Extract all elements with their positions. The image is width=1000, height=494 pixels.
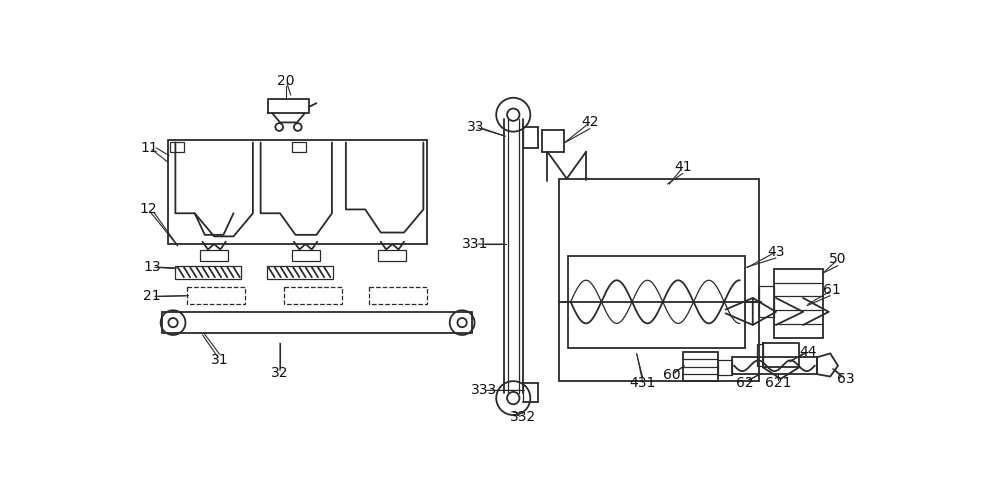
- Bar: [292, 142, 306, 152]
- Text: 13: 13: [143, 260, 161, 274]
- Text: 12: 12: [139, 203, 157, 216]
- Bar: [568, 255, 745, 348]
- Text: 11: 11: [141, 141, 159, 155]
- Bar: [378, 250, 406, 261]
- Text: 331: 331: [462, 237, 488, 251]
- Bar: [175, 266, 241, 279]
- Bar: [168, 140, 427, 244]
- Text: 21: 21: [143, 289, 161, 303]
- Text: 20: 20: [277, 74, 295, 88]
- Bar: [170, 142, 184, 152]
- Bar: [718, 360, 732, 375]
- Text: 61: 61: [823, 283, 841, 297]
- Text: 50: 50: [829, 252, 847, 266]
- Bar: [292, 250, 320, 261]
- Text: 621: 621: [765, 375, 792, 390]
- Text: 431: 431: [630, 375, 656, 390]
- Text: 60: 60: [663, 368, 680, 382]
- Text: 42: 42: [581, 116, 599, 129]
- Bar: [774, 269, 822, 338]
- Text: 63: 63: [837, 372, 855, 386]
- Bar: [200, 250, 228, 261]
- Text: 41: 41: [674, 160, 692, 174]
- Text: 62: 62: [736, 375, 754, 390]
- Bar: [162, 312, 472, 333]
- Text: 44: 44: [800, 345, 817, 359]
- Bar: [369, 287, 427, 304]
- Bar: [559, 179, 759, 381]
- Bar: [683, 352, 718, 381]
- Text: 332: 332: [509, 411, 536, 424]
- Text: 43: 43: [767, 245, 785, 259]
- Bar: [284, 287, 342, 304]
- Text: 31: 31: [211, 353, 228, 367]
- Bar: [757, 344, 763, 366]
- Text: 32: 32: [271, 367, 289, 380]
- Bar: [187, 287, 245, 304]
- Text: 333: 333: [471, 383, 497, 397]
- Bar: [732, 357, 817, 374]
- Text: 33: 33: [467, 120, 484, 134]
- Bar: [267, 266, 333, 279]
- Bar: [759, 287, 774, 317]
